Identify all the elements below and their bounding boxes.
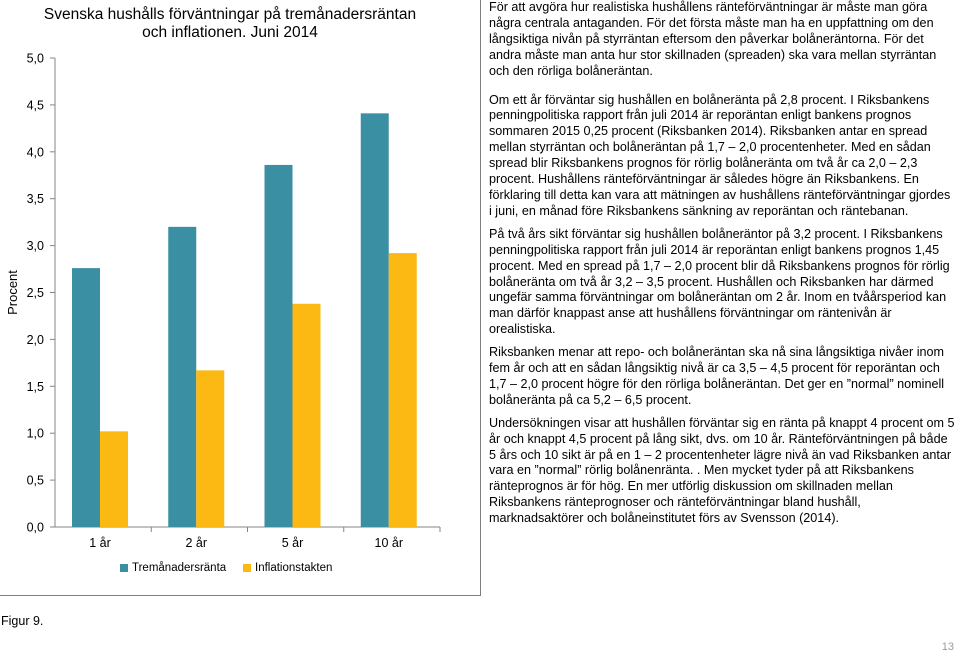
x-tick-label: 10 år <box>375 536 404 550</box>
bar-tremanadersranta-3 <box>264 164 293 527</box>
legend-item-tremanadersranta: Tremånadersränta <box>120 562 226 574</box>
y-tick-label: 4,0 <box>27 145 44 159</box>
bar-inflationstakten-1 <box>100 431 128 527</box>
chart-title: Svenska hushålls förväntningar på tremån… <box>43 6 417 41</box>
y-tick-label: 4,5 <box>27 98 44 112</box>
y-axis-title: Procent <box>5 270 20 315</box>
paragraph-1: För att avgöra hur realistiska hushållen… <box>489 0 937 78</box>
bar-inflationstakten-3 <box>292 303 321 527</box>
x-tick-label: 5 år <box>282 536 304 550</box>
y-tick-label: 0,0 <box>27 521 44 535</box>
chart-panel: 0,0 0,5 1,0 1,5 2,0 2,5 3,0 3,5 4,0 4,5 5,0 Procent… <box>0 0 481 596</box>
paragraph-3: På två års sikt förväntar sig hushållen … <box>489 226 950 337</box>
bar-tremanadersranta-2 <box>168 226 197 527</box>
text-panel: För att avgöra hur realistiska hushållen… <box>489 0 955 534</box>
page-number: 13 <box>941 641 954 653</box>
legend-label-inflationstakten: Inflationstakten <box>255 562 333 574</box>
legend-swatch-inflationstakten <box>243 564 251 572</box>
y-tick-label: 2,0 <box>27 333 44 347</box>
y-tick-label: 5,0 <box>27 52 44 66</box>
legend-swatch-tremanadersranta <box>120 564 128 572</box>
paragraph-5: Undersökningen visar att hushållen förvä… <box>489 415 955 526</box>
y-tick-label: 1,5 <box>27 380 44 394</box>
y-tick-label: 3,5 <box>27 192 44 206</box>
bar-tremanadersranta-4 <box>360 113 389 527</box>
bar-tremanadersranta-1 <box>72 268 100 527</box>
paragraph-2: Om ett år förväntar sig hushållen en bol… <box>489 92 951 218</box>
x-tick-label: 2 år <box>185 536 207 550</box>
bar-inflationstakten-2 <box>196 370 225 527</box>
x-tick-label: 1 år <box>89 536 111 550</box>
y-tick-label: 0,5 <box>27 474 44 488</box>
y-tick-label: 3,0 <box>27 239 44 253</box>
bar-inflationstakten-4 <box>388 253 417 527</box>
y-tick-label: 2,5 <box>27 286 44 300</box>
legend-item-inflationstakten: Inflationstakten <box>243 562 332 574</box>
legend-label-tremanadersranta: Tremånadersränta <box>132 562 227 574</box>
figure-caption: Figur 9. <box>1 614 44 628</box>
y-tick-label: 1,0 <box>27 427 44 441</box>
paragraph-4: Riksbanken menar att repo- och bolånerän… <box>489 345 945 407</box>
bar-chart: 0,0 0,5 1,0 1,5 2,0 2,5 3,0 3,5 4,0 4,5 5,0 Procent… <box>5 52 441 550</box>
